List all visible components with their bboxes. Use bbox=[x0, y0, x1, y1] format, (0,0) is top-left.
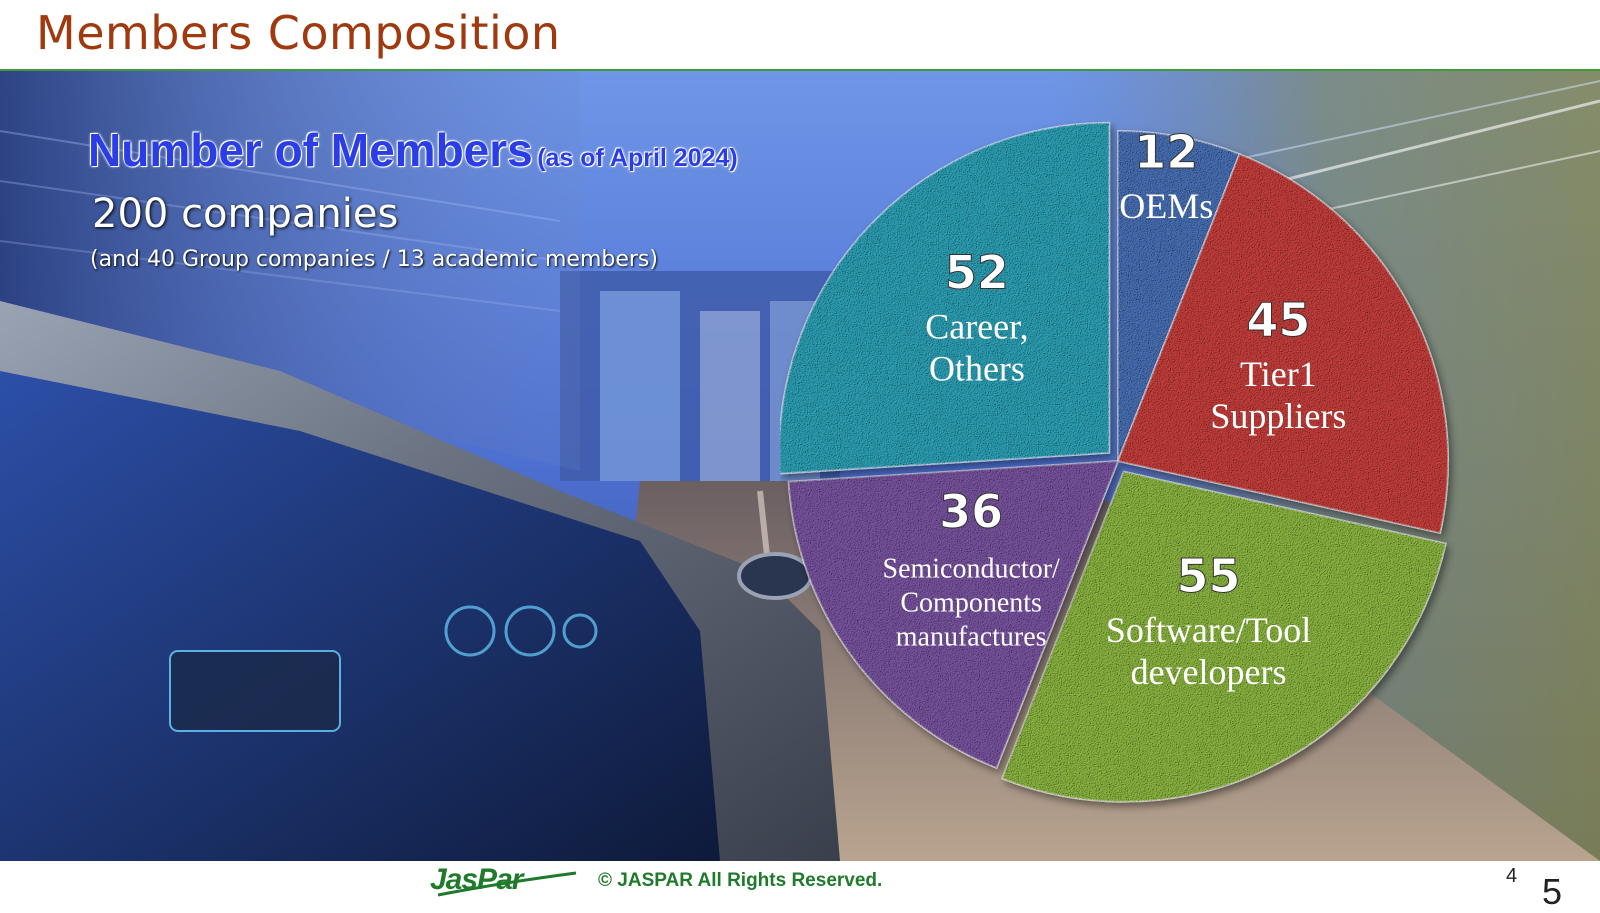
slice-category-label: Others bbox=[929, 349, 1025, 389]
slice-category-label: Semiconductor/ bbox=[883, 554, 1061, 585]
slice-category-label: Software/Tool bbox=[1106, 610, 1311, 650]
slice-category-label: developers bbox=[1131, 652, 1287, 692]
slice-value-label: 55 bbox=[1177, 549, 1241, 603]
pie-slice-oems bbox=[1117, 129, 1241, 462]
pie-slice-career-others bbox=[780, 121, 1111, 475]
slice-value-label: 52 bbox=[945, 246, 1009, 300]
copyright-notice: © JASPAR All Rights Reserved. bbox=[598, 870, 883, 891]
slice-category-label: manufactures bbox=[896, 622, 1047, 653]
group-academic-note: (and 40 Group companies / 13 academic me… bbox=[90, 247, 658, 272]
slice-category-label: Components bbox=[900, 588, 1042, 619]
slice-category-label: Suppliers bbox=[1210, 396, 1346, 436]
heading-date: (as of April 2024) bbox=[537, 144, 738, 172]
pie-slice-software-tool-developers bbox=[1000, 470, 1447, 803]
slice-category-label: Career, bbox=[925, 307, 1028, 347]
member-count-heading: Number of Members (as of April 2024) bbox=[88, 123, 738, 177]
page-number-large: 5 bbox=[1542, 871, 1563, 912]
jaspar-logo: JasPar bbox=[430, 863, 523, 896]
company-count: 200 companies bbox=[92, 191, 399, 237]
pie-slice-tier1-suppliers bbox=[1116, 152, 1449, 535]
heading-main: Number of Members bbox=[88, 124, 533, 176]
slice-value-label: 36 bbox=[939, 485, 1003, 539]
slice-category-label: Tier1 bbox=[1240, 354, 1317, 394]
slice-value-label: 45 bbox=[1246, 293, 1310, 347]
jaspar-logo-swoosh bbox=[437, 871, 577, 897]
page-number-small: 4 bbox=[1506, 865, 1518, 887]
background-scene: Number of Members (as of April 2024) 200… bbox=[0, 71, 1600, 861]
pie-slice-semiconductor-components-manufactures bbox=[787, 459, 1120, 770]
slide-footer: JasPar © JASPAR All Rights Reserved. 4 5 bbox=[0, 861, 1600, 912]
slice-category-label: OEMs bbox=[1119, 186, 1213, 226]
page-title: Members Composition bbox=[36, 6, 561, 60]
title-divider bbox=[0, 69, 1600, 71]
slice-value-label: 12 bbox=[1134, 125, 1198, 179]
